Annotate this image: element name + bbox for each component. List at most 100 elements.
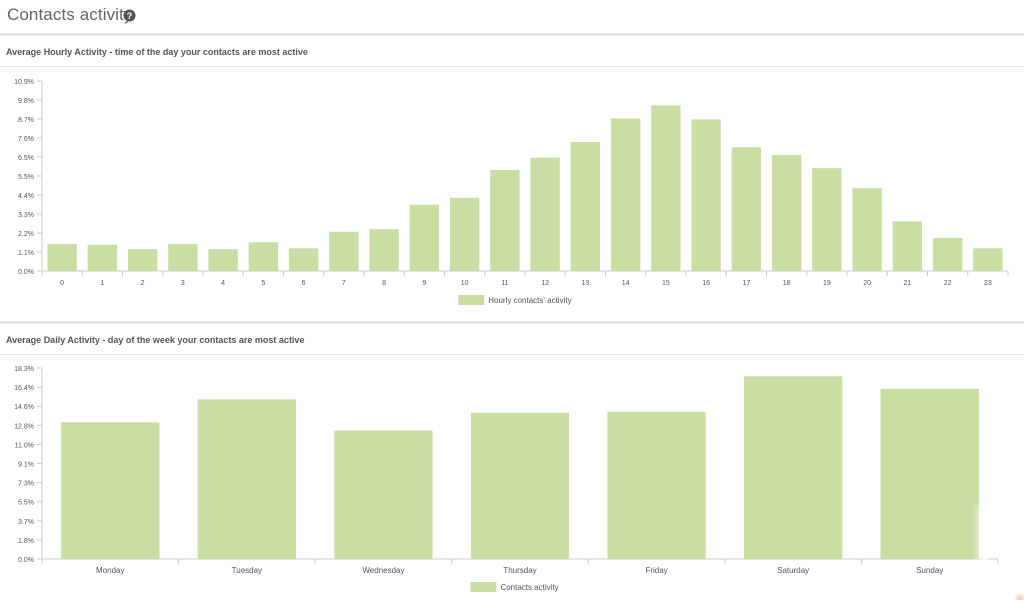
hourly-bar — [932, 237, 963, 271]
hourly-bar — [731, 147, 762, 271]
daily-ytick-label: 3.7% — [18, 519, 34, 526]
daily-category-label: Wednesday — [362, 566, 404, 575]
hourly-bar — [812, 168, 842, 271]
hourly-category-label: 1 — [100, 280, 104, 287]
hourly-category-label: 22 — [944, 280, 952, 287]
hourly-bar — [288, 248, 319, 271]
daily-bar — [334, 430, 433, 559]
daily-ytick-label: 0.0% — [18, 557, 34, 564]
daily-category-label: Thursday — [503, 566, 536, 575]
hourly-legend-swatch — [458, 295, 485, 305]
daily-category-label: Sunday — [916, 566, 943, 575]
hourly-ytick-label: 5.5% — [18, 174, 34, 181]
hourly-category-label: 2 — [141, 280, 145, 287]
hourly-category-label: 8 — [382, 280, 386, 287]
daily-ytick-label: 12.8% — [14, 423, 34, 430]
hourly-bar — [409, 204, 440, 271]
hourly-bar — [490, 169, 520, 271]
hourly-category-label: 23 — [984, 280, 992, 287]
hourly-divider — [0, 66, 1024, 67]
hourly-category-label: 5 — [261, 280, 265, 287]
daily-bar — [880, 388, 979, 559]
hourly-bar — [127, 249, 158, 271]
daily-bar — [743, 376, 843, 559]
hourly-category-label: 11 — [501, 280, 508, 287]
daily-chart-title: Average Daily Activity - day of the week… — [6, 335, 305, 345]
hourly-bar — [973, 248, 1003, 271]
daily-divider — [0, 354, 1024, 355]
hourly-bar — [168, 243, 198, 271]
hourly-ytick-label: 0.0% — [18, 269, 34, 276]
edge-glow — [972, 505, 988, 565]
hourly-bar — [610, 118, 641, 271]
svg-text:?: ? — [127, 11, 133, 21]
hourly-bar — [87, 244, 118, 271]
daily-bar — [61, 422, 160, 559]
hourly-category-label: 4 — [221, 280, 225, 287]
hourly-ytick-label: 4.4% — [18, 193, 34, 200]
hourly-bar — [852, 188, 882, 271]
hourly-category-label: 17 — [742, 280, 750, 287]
hourly-category-label: 19 — [823, 280, 831, 287]
hourly-category-label: 7 — [342, 280, 346, 287]
hourly-bar — [691, 119, 721, 271]
hourly-category-label: 13 — [581, 280, 589, 287]
hourly-category-label: 3 — [181, 280, 185, 287]
daily-category-label: Friday — [645, 566, 667, 575]
hourly-bar — [449, 197, 480, 271]
hourly-bar — [570, 142, 601, 271]
hourly-ytick-label: 2.2% — [18, 231, 34, 238]
hourly-ytick-label: 3.3% — [18, 212, 34, 219]
hourly-ytick-label: 1.1% — [18, 250, 34, 257]
hourly-category-label: 12 — [541, 280, 549, 287]
hourly-category-label: 14 — [622, 280, 630, 287]
daily-category-label: Saturday — [777, 566, 809, 575]
hourly-ytick-label: 10.9% — [14, 79, 34, 86]
daily-ytick-label: 1.8% — [18, 538, 34, 545]
hourly-bar — [47, 243, 77, 271]
page-header: Contacts activity ? — [0, 0, 1024, 36]
daily-bar — [607, 411, 706, 559]
daily-ytick-label: 16.4% — [14, 385, 34, 392]
daily-ytick-label: 11.0% — [15, 442, 34, 449]
hourly-category-label: 15 — [662, 280, 670, 287]
hourly-bar — [329, 231, 359, 271]
hourly-category-label: 6 — [302, 280, 306, 287]
hourly-bar — [892, 221, 923, 271]
hourly-category-label: 20 — [863, 280, 871, 287]
hourly-category-label: 10 — [461, 280, 469, 287]
page-title: Contacts activity — [7, 5, 133, 24]
daily-ytick-label: 7.3% — [18, 481, 34, 488]
daily-legend-label: Contacts activity — [500, 583, 558, 592]
hourly-category-label: 21 — [903, 280, 911, 287]
hourly-bar — [651, 105, 681, 271]
hourly-bar — [248, 242, 279, 271]
hourly-activity-chart: 0.0% 1.1% 2.2% 3.3% 4.4% 5.5% 6.5% 7.6% 8.7% 9.8%… — [14, 79, 1009, 305]
daily-category-label: Tuesday — [232, 566, 262, 575]
hourly-bar — [771, 155, 802, 271]
daily-bar — [197, 399, 297, 559]
daily-ytick-label: 5.5% — [18, 500, 34, 507]
hourly-bar — [208, 249, 238, 271]
section-separator — [0, 321, 1024, 324]
daily-bar — [470, 412, 570, 559]
hourly-ytick-label: 9.8% — [18, 98, 34, 105]
hourly-chart-title: Average Hourly Activity - time of the da… — [6, 47, 308, 57]
daily-ytick-label: 14.6% — [14, 404, 34, 411]
hourly-legend-label: Hourly contacts' activity — [488, 296, 571, 305]
daily-category-label: Monday — [96, 566, 124, 575]
daily-ytick-label: 9.1% — [18, 462, 34, 469]
hourly-category-label: 16 — [702, 280, 710, 287]
hourly-bar — [530, 157, 560, 271]
daily-ytick-label: 18.3% — [14, 366, 34, 373]
hourly-ytick-label: 7.6% — [18, 136, 34, 143]
hourly-category-label: 0 — [60, 280, 64, 287]
hourly-bar — [369, 229, 399, 271]
corner-decoration — [1014, 592, 1024, 600]
hourly-category-label: 9 — [422, 280, 426, 287]
hourly-ytick-label: 6.5% — [18, 155, 34, 162]
hourly-category-label: 18 — [783, 280, 791, 287]
daily-legend-swatch — [470, 582, 497, 592]
daily-activity-chart: 0.0% 1.8% 3.7% 5.5% 7.3% 9.1% 11.0% 12.8% 14.6% 1… — [14, 366, 999, 592]
question-circle-icon[interactable]: ? — [123, 9, 136, 22]
